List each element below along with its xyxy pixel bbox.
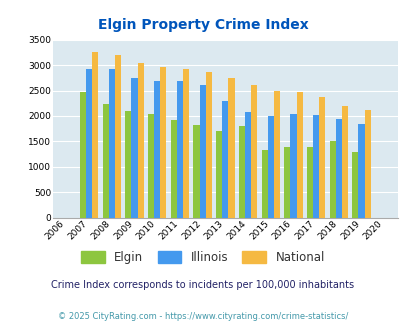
Bar: [238, 126, 244, 218]
Bar: [80, 91, 86, 218]
Bar: [261, 150, 267, 218]
Bar: [273, 90, 279, 218]
Bar: [86, 69, 92, 218]
Bar: [125, 112, 131, 218]
Bar: [137, 62, 143, 218]
Bar: [148, 114, 154, 218]
Bar: [341, 106, 347, 218]
Bar: [335, 118, 341, 218]
Bar: [318, 97, 324, 218]
Bar: [131, 78, 137, 218]
Bar: [267, 116, 273, 218]
Bar: [177, 82, 183, 218]
Bar: [312, 115, 318, 218]
Text: Crime Index corresponds to incidents per 100,000 inhabitants: Crime Index corresponds to incidents per…: [51, 280, 354, 290]
Bar: [171, 120, 177, 218]
Bar: [160, 67, 166, 218]
Bar: [183, 69, 189, 218]
Bar: [102, 104, 109, 218]
Bar: [306, 147, 312, 218]
Bar: [284, 147, 290, 218]
Bar: [115, 55, 121, 218]
Text: © 2025 CityRating.com - https://www.cityrating.com/crime-statistics/: © 2025 CityRating.com - https://www.city…: [58, 312, 347, 321]
Bar: [358, 124, 364, 218]
Bar: [193, 125, 199, 218]
Bar: [92, 52, 98, 218]
Bar: [215, 131, 222, 218]
Bar: [290, 114, 296, 218]
Legend: Elgin, Illinois, National: Elgin, Illinois, National: [75, 245, 330, 270]
Bar: [228, 78, 234, 218]
Bar: [364, 110, 370, 218]
Bar: [296, 91, 302, 218]
Bar: [222, 101, 228, 218]
Bar: [250, 85, 257, 218]
Bar: [154, 82, 160, 218]
Bar: [109, 69, 115, 218]
Bar: [244, 112, 250, 218]
Bar: [199, 85, 205, 218]
Text: Elgin Property Crime Index: Elgin Property Crime Index: [97, 18, 308, 32]
Bar: [205, 72, 211, 218]
Bar: [329, 141, 335, 218]
Bar: [352, 152, 358, 218]
